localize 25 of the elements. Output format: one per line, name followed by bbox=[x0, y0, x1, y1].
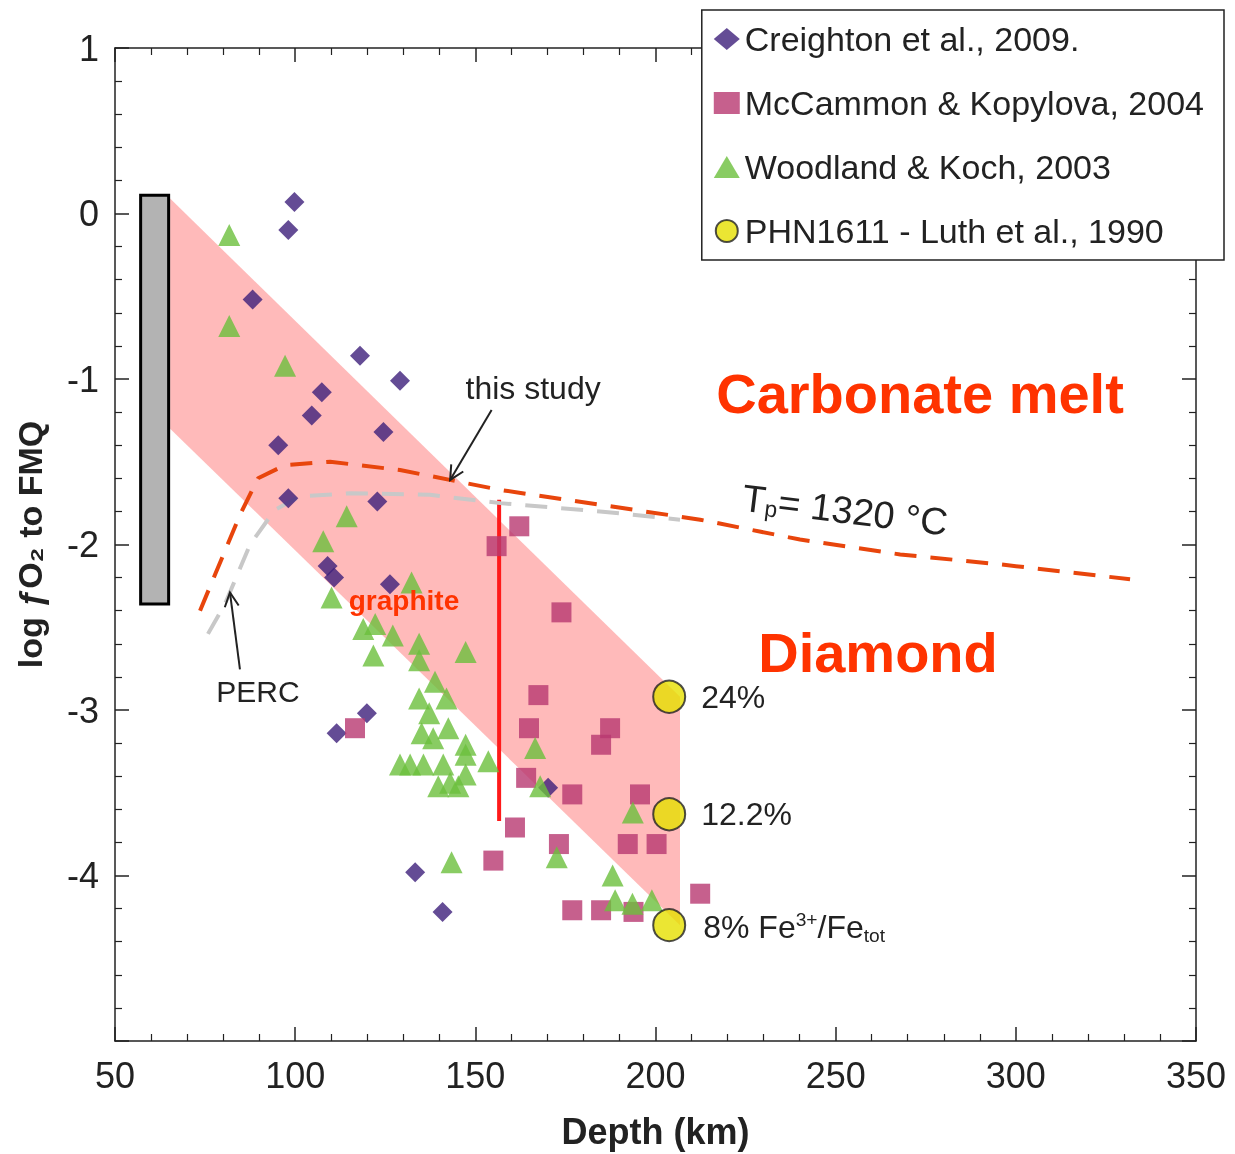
legend-label: McCammon & Kopylova, 2004 bbox=[744, 84, 1204, 122]
annotation: this study bbox=[465, 369, 601, 406]
legend-label: Woodland & Koch, 2003 bbox=[744, 148, 1111, 186]
x-tick-label: 350 bbox=[1165, 1054, 1227, 1096]
y-axis-title: log ƒO₂ to FMQ bbox=[11, 420, 49, 669]
x-tick-label: 300 bbox=[985, 1054, 1046, 1096]
y-tick-label: -1 bbox=[66, 358, 99, 400]
legend-label: PHN1611 - Luth et al., 1990 bbox=[744, 212, 1164, 250]
annotation: Carbonate melt bbox=[716, 361, 1124, 425]
x-tick-label: 150 bbox=[445, 1054, 506, 1096]
x-tick-label: 250 bbox=[805, 1054, 866, 1096]
legend-label: Creighton et al., 2009. bbox=[744, 20, 1080, 58]
x-axis-title: Depth (km) bbox=[561, 1110, 750, 1152]
x-tick-label: 200 bbox=[625, 1054, 686, 1096]
annotation: 12.2% bbox=[701, 796, 792, 833]
annotation: graphite bbox=[348, 584, 460, 616]
y-tick-label: -2 bbox=[66, 524, 99, 565]
x-tick-label: 50 bbox=[94, 1054, 136, 1096]
y-tick-label: 1 bbox=[78, 27, 99, 69]
y-tick-label: -3 bbox=[66, 689, 99, 731]
annotation: PERC bbox=[216, 674, 300, 708]
y-tick-label: 0 bbox=[78, 193, 99, 234]
x-tick-label: 100 bbox=[265, 1054, 326, 1096]
y-tick-label: -4 bbox=[66, 855, 99, 896]
annotation: Tp= 1320 °C bbox=[740, 476, 951, 544]
